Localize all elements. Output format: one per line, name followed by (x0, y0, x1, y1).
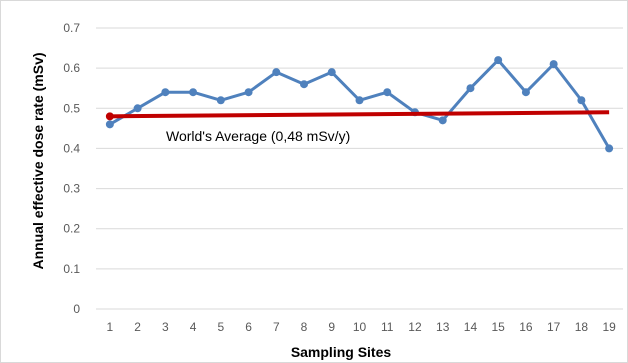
x-tick-label: 7 (273, 320, 280, 334)
y-tick-label: 0.2 (63, 222, 80, 236)
x-tick-label: 6 (245, 320, 252, 334)
y-tick-label: 0.7 (63, 21, 80, 35)
x-tick-labels: 1 2 3 4 5 6 7 8 9 10 11 12 13 14 15 16 17 18 19 (107, 320, 617, 334)
x-tick-label: 12 (408, 320, 422, 334)
x-tick-label: 2 (134, 320, 141, 334)
x-tick-label: 13 (436, 320, 450, 334)
data-point (549, 60, 558, 69)
x-tick-label: 15 (492, 320, 506, 334)
gridlines (96, 27, 623, 310)
y-tick-label: 0.4 (63, 141, 80, 155)
x-tick-label: 10 (353, 320, 367, 334)
data-point (300, 80, 309, 89)
y-axis-title: Annual effective dose rate (mSv) (30, 52, 46, 269)
data-point (494, 56, 503, 65)
data-point (438, 116, 447, 125)
x-tick-label: 14 (464, 320, 478, 334)
x-tick-label: 18 (575, 320, 589, 334)
y-tick-label: 0.6 (63, 61, 80, 75)
data-point (244, 88, 253, 97)
data-point (383, 88, 392, 97)
x-tick-label: 16 (519, 320, 533, 334)
data-point (105, 120, 114, 129)
x-axis-title: Sampling Sites (291, 344, 392, 360)
world-average-line-group (105, 110, 610, 121)
data-point (133, 104, 142, 113)
data-point (189, 88, 198, 97)
y-tick-label: 0 (73, 302, 80, 316)
data-point (466, 84, 475, 93)
x-tick-label: 19 (602, 320, 616, 334)
x-tick-label: 3 (162, 320, 169, 334)
x-tick-label: 5 (217, 320, 224, 334)
world-average-start-point (105, 112, 114, 121)
y-tick-labels: 0 0.1 0.2 0.3 0.4 0.5 0.6 0.7 (63, 21, 80, 316)
data-point (577, 96, 586, 105)
data-point (272, 68, 281, 77)
world-average-line (109, 110, 610, 119)
world-average-label: World's Average (0,48 mSv/y) (166, 128, 350, 144)
data-point (327, 68, 336, 77)
y-tick-label: 0.1 (63, 262, 80, 276)
x-tick-label: 9 (328, 320, 335, 334)
x-tick-label: 4 (190, 320, 197, 334)
data-point (161, 88, 170, 97)
data-point (216, 96, 225, 105)
data-point (521, 88, 530, 97)
x-tick-label: 1 (107, 320, 114, 334)
series-dose-rate (105, 56, 614, 153)
data-point (605, 144, 614, 153)
data-point (355, 96, 364, 105)
x-tick-label: 17 (547, 320, 561, 334)
y-tick-label: 0.5 (63, 101, 80, 115)
x-tick-label: 8 (301, 320, 308, 334)
y-tick-label: 0.3 (63, 182, 80, 196)
x-tick-label: 11 (381, 320, 394, 334)
